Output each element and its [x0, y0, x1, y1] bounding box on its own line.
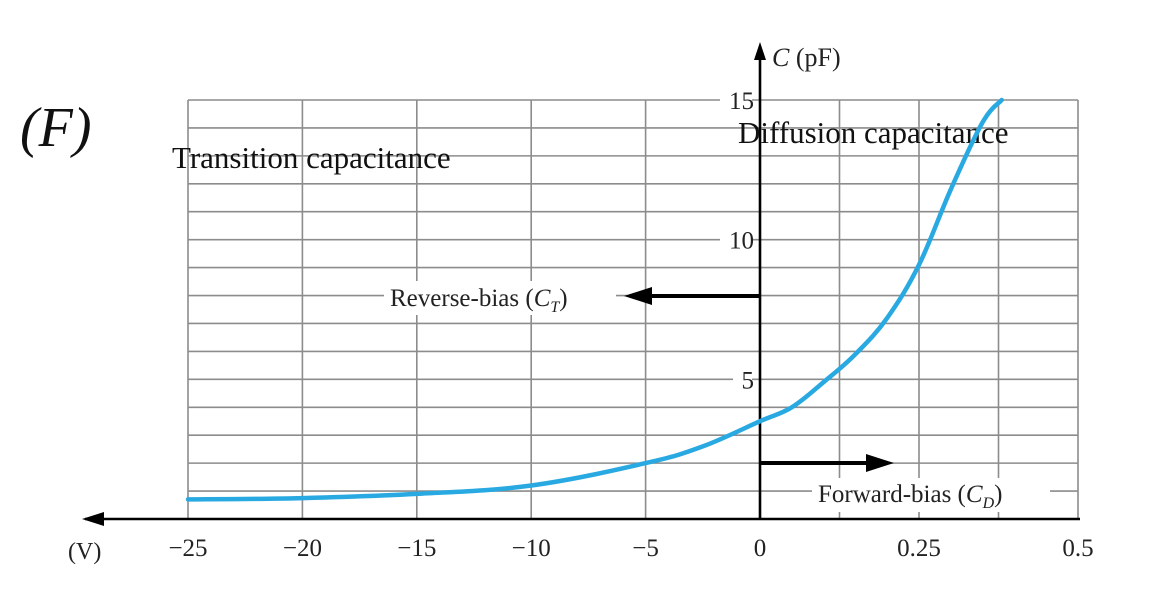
reverse-bias-label: Reverse-bias (CT)	[390, 285, 568, 316]
x-tick-label: −25	[168, 535, 207, 562]
vertical-gridlines	[187, 100, 1079, 519]
x-tick-labels: −25 −20 −15 −10 −5 0 0.25 0.5	[168, 535, 1093, 562]
reverse-bias-arrowhead	[624, 287, 652, 305]
y-tick-label: 5	[742, 367, 755, 394]
y-tick-background	[720, 225, 752, 254]
panel-label: (F)	[20, 97, 92, 159]
region-label-transition: Transition capacitance	[172, 140, 451, 175]
y-tick-background	[720, 86, 752, 114]
y-tick-background	[733, 365, 752, 394]
x-tick-label: 0.5	[1062, 535, 1093, 562]
x-tick-label: −20	[283, 535, 322, 562]
horizontal-gridlines	[188, 99, 1078, 492]
y-axis-label: C (pF)	[772, 43, 841, 72]
x-tick-label: 0.25	[897, 535, 941, 562]
x-axis-arrowhead	[82, 512, 104, 526]
x-tick-label: 0	[754, 535, 767, 562]
forward-bias-arrowhead	[866, 454, 894, 472]
x-tick-label: −15	[397, 535, 436, 562]
forward-bias-annotation: Forward-bias (CD)	[760, 454, 1050, 512]
y-tick-label: 10	[729, 228, 754, 255]
y-tick-label: 15	[729, 88, 754, 115]
y-axis-arrowhead	[754, 42, 766, 60]
x-tick-label: −5	[632, 535, 659, 562]
region-label-diffusion: Diffusion capacitance	[738, 115, 1009, 150]
y-tick-labels: 5 10 15	[720, 86, 754, 394]
x-tick-label: −10	[512, 535, 551, 562]
capacitance-curve	[185, 97, 1004, 502]
reverse-bias-annotation: Reverse-bias (CT)	[384, 281, 760, 316]
x-axis-label: (V)	[68, 539, 101, 565]
forward-bias-label: Forward-bias (CD)	[818, 481, 1002, 512]
